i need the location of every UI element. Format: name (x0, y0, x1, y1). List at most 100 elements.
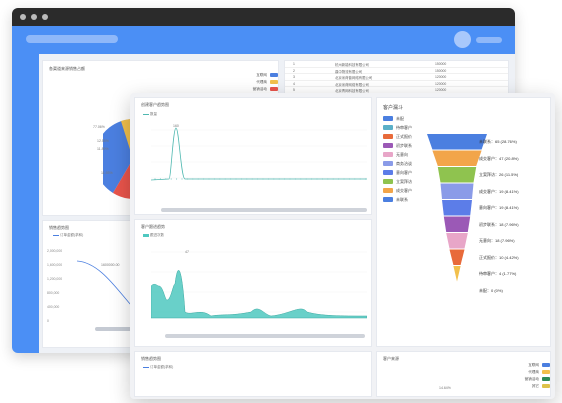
funnel-legend-item[interactable]: 商务洽谈 (383, 161, 443, 170)
funnel-legend-item[interactable]: 无意向 (383, 152, 443, 161)
pie-legend-label: 营销活动 (252, 87, 267, 91)
funnel-segment[interactable] (437, 167, 477, 183)
chart-zoom-scrollbar[interactable] (95, 327, 151, 331)
chart-zoom-scrollbar[interactable] (161, 208, 367, 212)
funnel-legend-item[interactable]: 初步联系 (383, 143, 443, 152)
data-point (203, 178, 205, 180)
pie-legend-item[interactable]: 互联网 (233, 73, 278, 80)
source-legend-label: 其它 (531, 384, 539, 388)
data-point (213, 178, 215, 180)
data-point (289, 178, 291, 180)
panel-title: 客户漏斗 (383, 105, 404, 111)
create-trend-chart (151, 127, 367, 181)
funnel-legend-item[interactable]: 立案拜访 (383, 179, 443, 188)
row-number: 4 (293, 81, 295, 86)
window-dot-close[interactable] (20, 14, 26, 20)
row-amount: 120000 (435, 88, 447, 92)
funnel-legend-item[interactable]: 待审客户 (383, 125, 443, 134)
peak-label: 160 (173, 124, 179, 128)
source-legend-item[interactable]: 代理商 (505, 370, 550, 377)
data-point (365, 178, 367, 180)
funnel-legend-swatch (383, 161, 393, 167)
funnel-legend-swatch (383, 179, 393, 185)
source-legend-item[interactable]: 营销活动 (505, 377, 550, 384)
y-tick-label: 0 (47, 319, 49, 323)
legend-label: 订单金额(求和) (59, 233, 84, 237)
row-number: 1 (293, 62, 295, 66)
data-point (343, 178, 345, 180)
legend-label: 订单金额(求和) (149, 365, 174, 369)
pie-label-1: 77.06% (93, 125, 105, 129)
table-row[interactable]: 4 北京米荷网络有限公司 120000 (285, 81, 508, 87)
pie-label-4: 11.93% (101, 171, 113, 175)
funnel-legend-item[interactable]: 未联系 (383, 197, 443, 206)
data-point (170, 178, 172, 180)
peak-label: 47 (185, 250, 189, 254)
row-company: 北京青网科技有限公司 (335, 89, 369, 93)
funnel-legend-item[interactable]: 正式报价 (383, 134, 443, 143)
row-amount: 120000 (435, 75, 447, 79)
data-point (159, 178, 161, 180)
pie-legend-swatch (270, 87, 278, 92)
data-point (273, 178, 275, 180)
funnel-segment[interactable] (443, 216, 471, 233)
chart-legend: 数量 (143, 112, 157, 117)
row-amount: 150000 (435, 62, 447, 66)
funnel-segment-label: 未配：0 (0%) (479, 287, 503, 293)
pie-slice-a[interactable] (103, 119, 133, 193)
funnel-legend-item[interactable]: 意向客户 (383, 170, 443, 179)
data-point (181, 178, 183, 180)
data-point (154, 178, 156, 180)
table-row[interactable]: 1 杭州新能科技有限公司 150000 (285, 61, 508, 68)
data-point (354, 178, 356, 180)
source-legend: 互联网 代理商营销活动 其它 (505, 363, 550, 391)
source-legend-item[interactable]: 其它 (505, 384, 550, 391)
funnel-segment[interactable] (442, 200, 472, 216)
chart-zoom-scrollbar[interactable] (165, 334, 365, 338)
pie-slice-c[interactable] (113, 159, 133, 199)
source-legend-item[interactable]: 互联网 (505, 363, 550, 370)
panel-title: 销售趋势图 (141, 356, 161, 361)
funnel-legend-label: 立案拜访 (396, 179, 412, 184)
data-point (262, 178, 264, 180)
funnel-segment[interactable] (446, 233, 468, 249)
row-company: 鼎中物流有限公司 (335, 69, 363, 74)
window-dot-min[interactable] (31, 14, 37, 20)
funnel-legend-label: 商务洽谈 (396, 161, 412, 166)
funnel-legend-item[interactable]: 未配 (383, 116, 443, 125)
funnel-segment[interactable] (449, 249, 465, 266)
data-point (327, 178, 329, 180)
y-tick-label: 800,000 (47, 291, 60, 295)
source-legend-swatch (542, 370, 550, 375)
funnel-legend-swatch (383, 197, 393, 203)
funnel-segment-label: 正式报价：10 (4.42%) (479, 254, 519, 260)
funnel-segment[interactable] (427, 134, 487, 150)
funnel-segment[interactable] (440, 183, 474, 200)
pie-legend-item[interactable]: 代理商 (233, 80, 278, 87)
table-row[interactable]: 3 北京米荷普网络有限公司 120000 (285, 74, 508, 81)
funnel-segment-label: 立案拜访：26 (11.5%) (479, 172, 519, 177)
funnel-legend-label: 成交客户 (396, 188, 412, 193)
table-row[interactable]: 2 鼎中物流有限公司 150000 (285, 68, 508, 74)
data-point (230, 178, 232, 180)
window-dot-max[interactable] (42, 14, 48, 20)
header-username-bar[interactable] (476, 37, 502, 43)
source-legend-swatch (542, 363, 550, 368)
funnel-legend-label: 待审客户 (396, 125, 412, 130)
avatar[interactable] (454, 31, 471, 48)
chart-legend: 订单金额(求和) (53, 233, 83, 238)
y-tick-label: 400,000 (47, 305, 60, 309)
header-search-bar[interactable] (26, 35, 118, 43)
source-legend-label: 代理商 (528, 370, 539, 374)
funnel-legend-item[interactable]: 成交客户 (383, 188, 443, 197)
funnel-segment[interactable] (432, 150, 482, 167)
data-point (192, 178, 194, 180)
pie-legend-label: 代理商 (256, 80, 267, 84)
funnel-legend-swatch (383, 134, 393, 140)
funnel-segment-label: 成交客户：47 (20.8%) (479, 155, 519, 161)
pie-legend-item[interactable]: 营销活动 (233, 87, 278, 94)
source-legend-swatch (542, 384, 550, 389)
funnel-segment[interactable] (453, 266, 461, 282)
pie-legend-swatch (270, 80, 278, 85)
pie-legend-swatch (270, 73, 278, 78)
